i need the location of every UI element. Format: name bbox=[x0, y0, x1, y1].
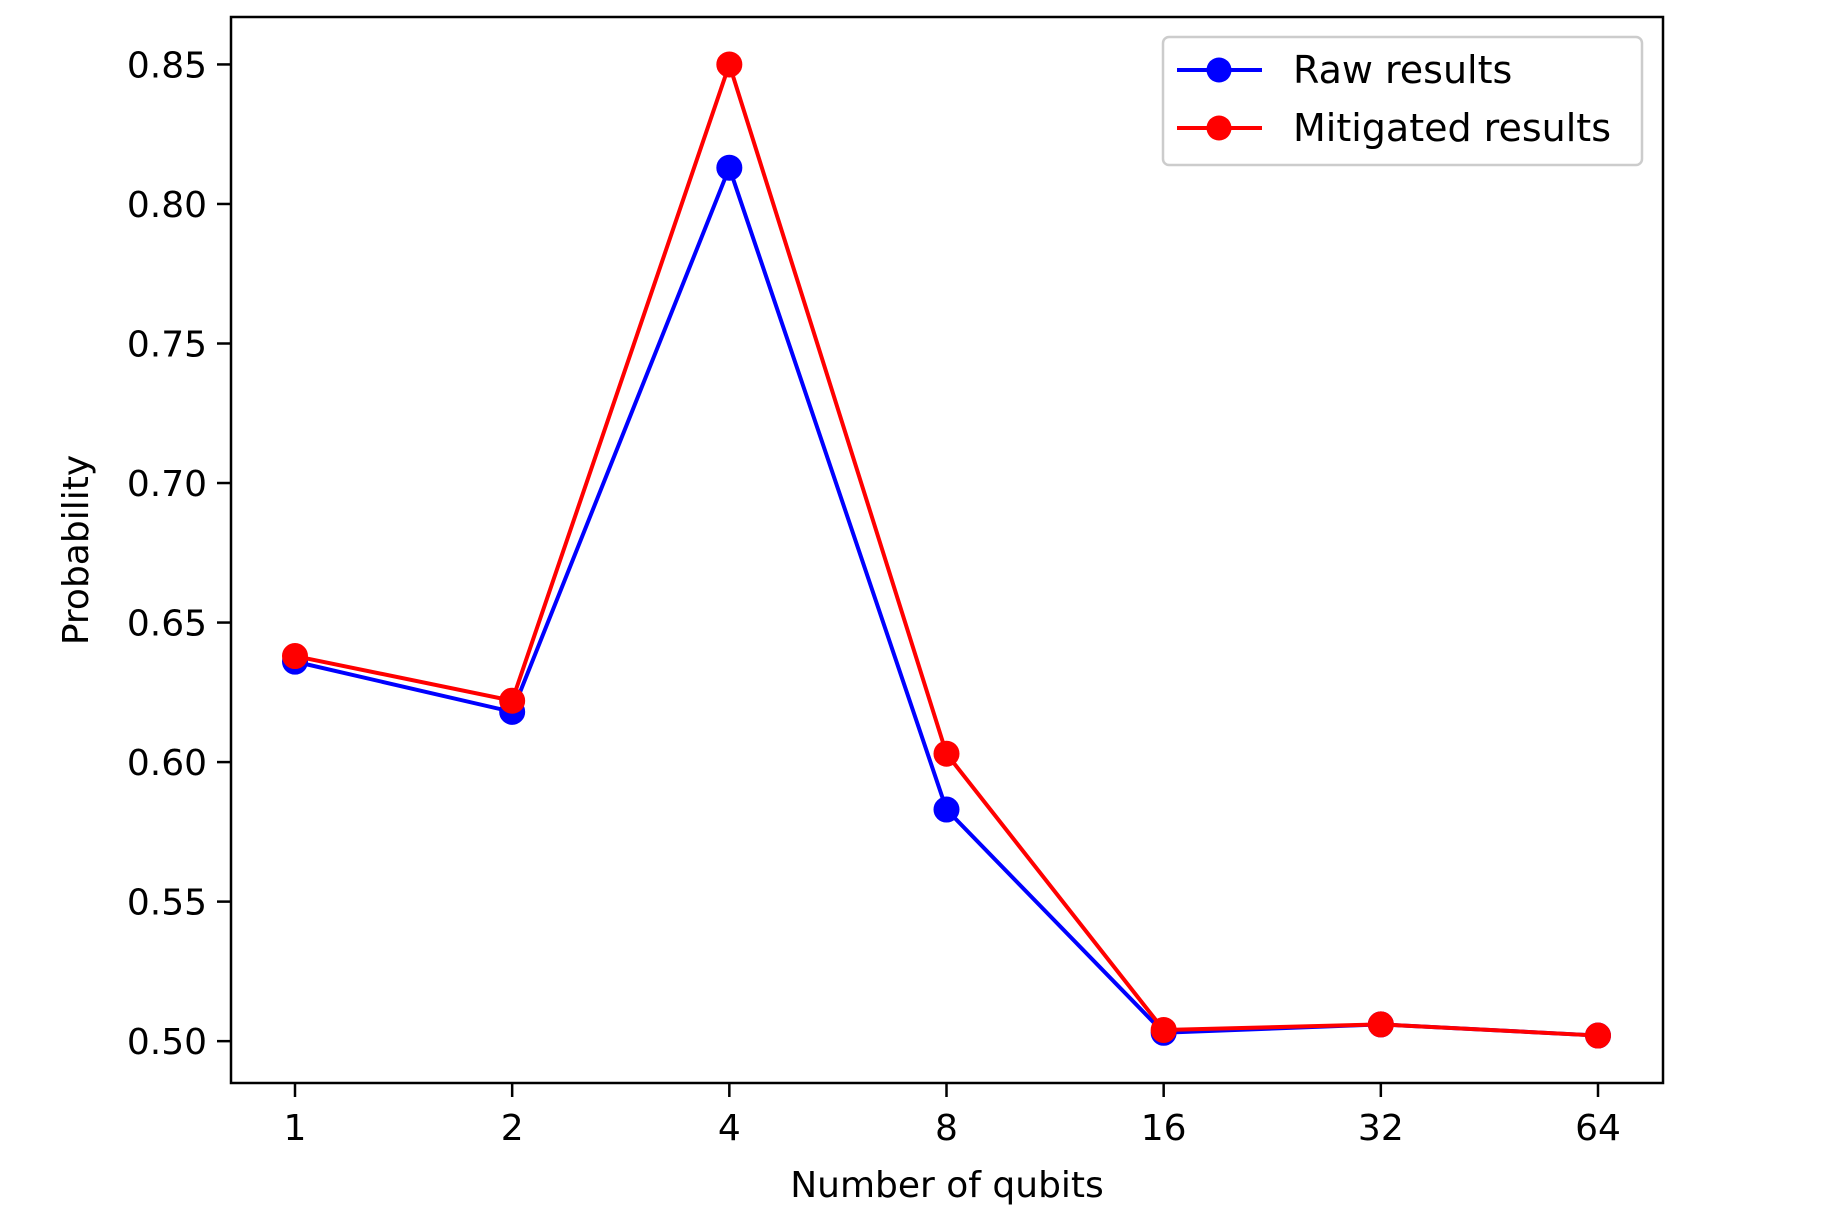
x-tick-label: 16 bbox=[1141, 1108, 1187, 1149]
y-tick-label: 0.50 bbox=[127, 1022, 207, 1063]
legend-marker bbox=[1206, 57, 1232, 83]
x-tick-label: 64 bbox=[1575, 1108, 1621, 1149]
data-point-series-1 bbox=[716, 154, 743, 181]
y-tick-label: 0.85 bbox=[127, 45, 207, 86]
legend: Raw results Mitigated results bbox=[1161, 35, 1644, 167]
x-tick-label: 2 bbox=[501, 1108, 524, 1149]
x-tick-label: 32 bbox=[1358, 1108, 1404, 1149]
x-axis-label: Number of qubits bbox=[790, 1165, 1104, 1206]
data-point-series-2 bbox=[1585, 1022, 1611, 1049]
legend-label: Mitigated results bbox=[1293, 106, 1611, 150]
data-point-series-2 bbox=[499, 687, 526, 714]
y-axis-label: Probability bbox=[56, 455, 97, 645]
x-tick-label: 8 bbox=[935, 1108, 958, 1149]
y-tick-label: 0.60 bbox=[127, 743, 207, 784]
legend-label: Raw results bbox=[1293, 48, 1512, 92]
data-point-series-2 bbox=[282, 643, 308, 670]
legend-box bbox=[1161, 35, 1644, 167]
data-point-series-2 bbox=[1150, 1016, 1177, 1043]
y-tick-label: 0.75 bbox=[127, 324, 207, 365]
plot-background bbox=[231, 17, 1663, 1083]
y-tick-label: 0.55 bbox=[127, 883, 207, 924]
y-tick-label: 0.65 bbox=[127, 604, 207, 645]
data-point-series-2 bbox=[1367, 1011, 1394, 1038]
y-axis: 0.50 0.55 0.60 0.65 0.70 0.75 0.80 0.85 bbox=[127, 45, 231, 1063]
series-layer bbox=[282, 51, 1611, 1049]
y-tick-label: 0.70 bbox=[127, 464, 207, 505]
x-axis: 1 2 4 8 16 32 64 bbox=[284, 1083, 1621, 1149]
x-tick-label: 4 bbox=[718, 1108, 741, 1149]
x-tick-label: 1 bbox=[284, 1108, 307, 1149]
legend-marker bbox=[1206, 115, 1232, 141]
data-point-series-2 bbox=[716, 51, 743, 78]
y-tick-label: 0.80 bbox=[127, 185, 207, 226]
data-point-series-2 bbox=[933, 740, 960, 767]
data-point-series-1 bbox=[933, 796, 960, 823]
